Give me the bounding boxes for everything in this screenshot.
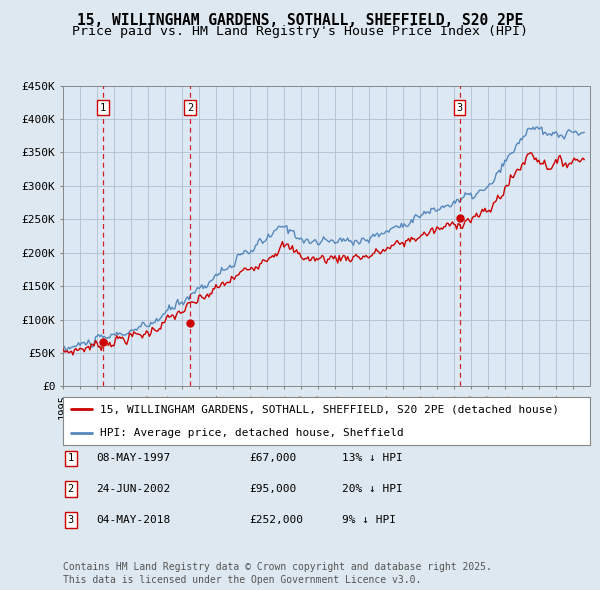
Text: 15, WILLINGHAM GARDENS, SOTHALL, SHEFFIELD, S20 2PE: 15, WILLINGHAM GARDENS, SOTHALL, SHEFFIE…	[77, 13, 523, 28]
Text: 20% ↓ HPI: 20% ↓ HPI	[342, 484, 403, 494]
Text: 3: 3	[68, 515, 74, 525]
Text: 2: 2	[187, 103, 193, 113]
Text: 1: 1	[68, 454, 74, 463]
Text: 13% ↓ HPI: 13% ↓ HPI	[342, 454, 403, 463]
Text: £95,000: £95,000	[249, 484, 296, 494]
Text: 08-MAY-1997: 08-MAY-1997	[96, 454, 170, 463]
Text: 24-JUN-2002: 24-JUN-2002	[96, 484, 170, 494]
Text: 9% ↓ HPI: 9% ↓ HPI	[342, 515, 396, 525]
Text: 04-MAY-2018: 04-MAY-2018	[96, 515, 170, 525]
Text: £67,000: £67,000	[249, 454, 296, 463]
Text: 3: 3	[457, 103, 463, 113]
Text: 15, WILLINGHAM GARDENS, SOTHALL, SHEFFIELD, S20 2PE (detached house): 15, WILLINGHAM GARDENS, SOTHALL, SHEFFIE…	[100, 404, 559, 414]
Text: 1: 1	[100, 103, 106, 113]
Text: £252,000: £252,000	[249, 515, 303, 525]
Text: Price paid vs. HM Land Registry's House Price Index (HPI): Price paid vs. HM Land Registry's House …	[72, 25, 528, 38]
Text: 2: 2	[68, 484, 74, 494]
Text: HPI: Average price, detached house, Sheffield: HPI: Average price, detached house, Shef…	[100, 428, 404, 438]
Text: Contains HM Land Registry data © Crown copyright and database right 2025.
This d: Contains HM Land Registry data © Crown c…	[63, 562, 492, 585]
